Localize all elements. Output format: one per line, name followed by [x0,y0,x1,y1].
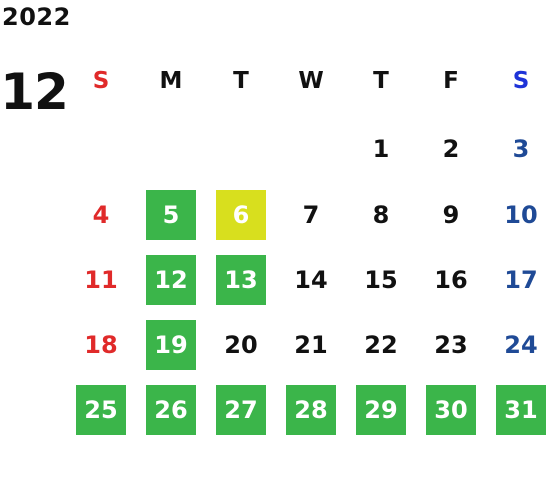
day-number: 22 [364,331,398,359]
day-number: 9 [442,201,460,229]
day-number: 19 [146,320,196,370]
day-number: 8 [372,201,390,229]
day-cell[interactable]: 21 [276,314,346,376]
day-number: 29 [356,385,406,435]
weekday-header: F [416,50,486,112]
weekday-label: W [298,68,324,94]
day-number: 23 [434,331,468,359]
weekday-header: T [206,50,276,112]
day-cell[interactable]: 31 [486,379,548,441]
weekday-label: S [92,68,110,94]
week-row: 11 12 13 14 15 16 17 [66,249,548,314]
day-number: 16 [434,266,468,294]
day-cell[interactable]: 25 [66,379,136,441]
day-number: 28 [286,385,336,435]
day-cell[interactable]: 14 [276,249,346,311]
day-number: 26 [146,385,196,435]
day-cell[interactable]: 27 [206,379,276,441]
week-row: 4 5 6 7 8 9 10 [66,184,548,249]
day-cell[interactable]: 10 [486,184,548,246]
day-number: 4 [92,201,110,229]
day-cell[interactable]: 26 [136,379,206,441]
day-number: 11 [84,266,118,294]
day-cell[interactable]: 20 [206,314,276,376]
day-cell[interactable]: 7 [276,184,346,246]
day-cell[interactable]: 4 [66,184,136,246]
day-cell[interactable]: 24 [486,314,548,376]
day-number: 10 [504,201,538,229]
day-number: 5 [146,190,196,240]
day-number: 20 [224,331,258,359]
weekday-label: F [443,68,459,94]
day-cell[interactable]: 6 [206,184,276,246]
day-number: 27 [216,385,266,435]
weekday-header: S [66,50,136,112]
day-number: 1 [372,135,390,163]
day-cell[interactable]: 12 [136,249,206,311]
weekday-label: S [512,68,530,94]
day-cell[interactable]: 2 [416,118,486,180]
day-number: 30 [426,385,476,435]
day-number: 24 [504,331,538,359]
day-number: 6 [216,190,266,240]
day-cell[interactable]: 17 [486,249,548,311]
weekday-label: T [233,68,249,94]
month-number: 12 [0,63,69,121]
day-cell[interactable]: 5 [136,184,206,246]
day-number: 15 [364,266,398,294]
day-cell[interactable]: 13 [206,249,276,311]
week-row: 1 2 3 [66,118,548,183]
day-number: 21 [294,331,328,359]
day-cell[interactable]: 28 [276,379,346,441]
weekday-header: T [346,50,416,112]
day-cell[interactable]: 23 [416,314,486,376]
day-number: 2 [442,135,460,163]
weekday-header: M [136,50,206,112]
weekday-header-row: S M T W T F S [66,50,548,110]
day-number: 17 [504,266,538,294]
weekday-label: T [373,68,389,94]
day-cell[interactable]: 9 [416,184,486,246]
day-number: 25 [76,385,126,435]
day-number: 14 [294,266,328,294]
day-cell[interactable]: 22 [346,314,416,376]
day-cell[interactable]: 19 [136,314,206,376]
day-cell[interactable]: 30 [416,379,486,441]
day-cell[interactable]: 29 [346,379,416,441]
day-cell[interactable]: 18 [66,314,136,376]
day-number: 3 [512,135,530,163]
day-cell[interactable]: 8 [346,184,416,246]
day-cell[interactable]: 11 [66,249,136,311]
day-cell[interactable]: 1 [346,118,416,180]
day-cell[interactable]: 3 [486,118,548,180]
week-row: 18 19 20 21 22 23 24 [66,314,548,379]
weekday-header: W [276,50,346,112]
week-row: 25 26 27 28 29 30 31 [66,379,548,444]
day-number: 7 [302,201,320,229]
year-label: 2022 [2,3,71,31]
weekday-header: S [486,50,548,112]
day-cell[interactable]: 16 [416,249,486,311]
day-number: 31 [496,385,546,435]
day-cell[interactable]: 15 [346,249,416,311]
day-number: 13 [216,255,266,305]
weekday-label: M [159,68,183,94]
day-number: 12 [146,255,196,305]
day-number: 18 [84,331,118,359]
